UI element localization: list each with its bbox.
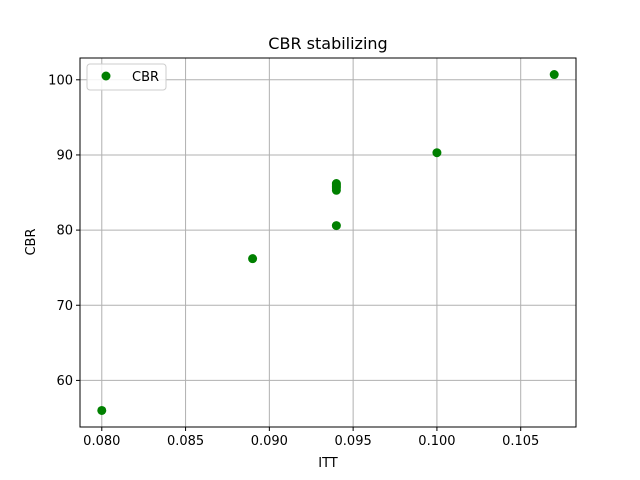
x-tick-label: 0.100 [418, 434, 455, 449]
x-axis-ticks: 0.080 0.085 0.090 0.095 0.100 0.105 [83, 427, 539, 449]
grid-lines [80, 58, 576, 427]
data-point [97, 405, 107, 415]
x-axis-label: ITT [318, 456, 338, 471]
data-points [97, 70, 559, 415]
x-tick-label: 0.095 [335, 434, 372, 449]
x-tick-label: 0.085 [167, 434, 204, 449]
y-axis-ticks: 60 70 80 90 100 [48, 73, 80, 389]
legend-box [86, 63, 167, 91]
y-tick-label: 100 [48, 73, 73, 88]
x-tick-label: 0.080 [83, 434, 120, 449]
y-axis-label: CBR [24, 228, 39, 255]
data-point [331, 179, 341, 189]
legend-marker [101, 71, 111, 81]
data-point [432, 148, 442, 158]
x-tick-label: 0.090 [251, 434, 288, 449]
plot-area-frame [79, 57, 577, 428]
y-tick-label: 80 [56, 224, 73, 239]
data-point [549, 70, 559, 80]
x-tick-label: 0.105 [502, 434, 539, 449]
data-point [248, 254, 258, 264]
legend: CBR [86, 63, 167, 91]
legend-label: CBR [132, 70, 159, 85]
y-tick-label: 70 [56, 299, 73, 314]
y-tick-label: 60 [56, 374, 73, 389]
data-point [331, 221, 341, 231]
y-tick-label: 90 [56, 148, 73, 163]
chart-title: CBR stabilizing [268, 34, 387, 53]
